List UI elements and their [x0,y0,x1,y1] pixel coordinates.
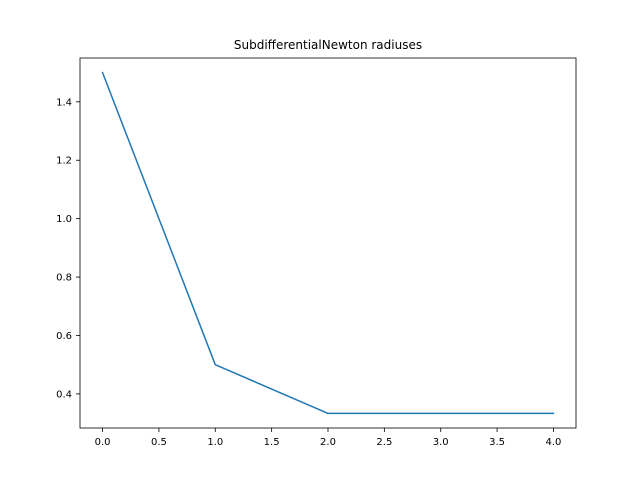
x-tick-label: 4.0 [546,437,562,448]
x-tick-label: 0.0 [95,437,111,448]
x-tick-label: 0.5 [151,437,167,448]
series-line [101,71,555,415]
x-tick-label: 2.5 [376,437,392,448]
chart-title: SubdifferentialNewton radiuses [234,38,422,52]
axes-frame [79,57,577,429]
x-tick-label: 2.0 [320,437,336,448]
y-tick-label: 0.6 [56,331,72,342]
y-tick-label: 1.4 [56,97,72,108]
y-axis-ticks: 0.4 0.6 0.8 1.0 1.2 1.4 [56,97,80,400]
y-tick-label: 1.2 [56,156,72,167]
y-tick-label: 0.4 [56,389,72,400]
y-tick-label: 0.8 [56,273,72,284]
y-tick-label: 1.0 [56,214,72,225]
x-tick-label: 3.0 [433,437,449,448]
x-tick-label: 1.0 [207,437,223,448]
x-tick-label: 3.5 [489,437,505,448]
x-tick-label: 1.5 [264,437,280,448]
series-layer [101,71,555,415]
x-axis-ticks: 0.0 0.5 1.0 1.5 2.0 2.5 3.0 3.5 4.0 [95,428,562,448]
